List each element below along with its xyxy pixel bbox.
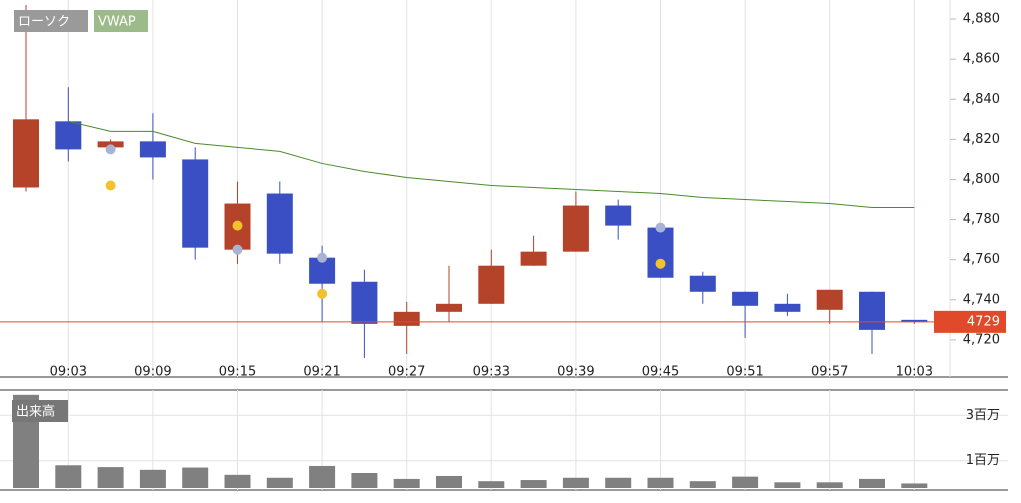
marker-dot xyxy=(105,144,116,155)
y-tick-label: 4,820 xyxy=(963,132,1000,147)
volume-bar xyxy=(689,481,716,488)
y-tick-label: 4,720 xyxy=(963,332,1000,347)
x-tick-label: 09:57 xyxy=(811,365,848,380)
volume-bar xyxy=(182,467,209,488)
candle-body xyxy=(774,303,801,312)
x-tick-label: 09:15 xyxy=(219,365,256,380)
marker-dot xyxy=(317,252,328,263)
volume-bar xyxy=(97,467,124,488)
volume-bar xyxy=(859,478,885,488)
x-tick-label: 09:21 xyxy=(303,365,340,380)
marker-dot xyxy=(232,244,243,255)
panel-title: 出来高 xyxy=(16,404,55,420)
candle-body xyxy=(689,275,716,292)
x-tick-label: 09:51 xyxy=(726,365,763,380)
volume-bar xyxy=(478,481,505,488)
candle-body xyxy=(182,159,209,248)
volume-bar xyxy=(139,469,166,488)
marker-dot xyxy=(105,180,116,191)
candle-body xyxy=(605,205,632,226)
volume-bar xyxy=(605,477,632,488)
candle-body xyxy=(139,141,166,158)
legend-chip xyxy=(94,10,148,32)
candle-body xyxy=(647,227,674,278)
candle-body xyxy=(732,291,759,306)
y-tick-label: 4,760 xyxy=(963,252,1000,267)
candle-body xyxy=(351,281,378,324)
volume-bar xyxy=(224,474,251,488)
last-price-box xyxy=(934,310,1006,333)
volume-bar xyxy=(562,477,589,488)
vwap-line xyxy=(68,120,915,209)
candle-body xyxy=(562,205,589,252)
y-tick-label: 4,740 xyxy=(963,292,1000,307)
x-tick-label: 09:45 xyxy=(642,365,679,380)
x-tick-label: 09:33 xyxy=(473,365,510,380)
candle-body xyxy=(266,193,293,254)
candle-body xyxy=(859,291,885,330)
candle-body xyxy=(478,265,505,304)
volume-bar xyxy=(309,465,336,488)
volume-bar xyxy=(520,480,547,488)
x-tick-label: 09:03 xyxy=(50,365,87,380)
marker-dot xyxy=(232,220,243,231)
x-tick-label: 09:27 xyxy=(388,365,425,380)
volume-bar xyxy=(647,477,674,488)
legend-chip xyxy=(14,10,88,32)
y-tick-label: 1百万 xyxy=(966,453,1000,468)
candle-body xyxy=(901,319,928,322)
candle-body xyxy=(393,311,420,326)
panel-title-chip xyxy=(12,400,68,422)
candle-body xyxy=(436,303,462,312)
y-tick-label: 4,860 xyxy=(963,52,1000,67)
volume-bar xyxy=(816,482,843,488)
candle-body xyxy=(97,141,124,148)
legend-label: ローソク xyxy=(18,15,70,30)
volume-bar xyxy=(732,476,759,488)
candle-body xyxy=(816,289,843,310)
y-tick-label: 4,800 xyxy=(963,172,1000,187)
y-tick-label: 4,780 xyxy=(963,212,1000,227)
y-tick-label: 3百万 xyxy=(966,408,1000,423)
volume-bar xyxy=(393,478,420,488)
volume-bar xyxy=(774,482,801,488)
volume-bar xyxy=(266,477,293,488)
marker-dot xyxy=(655,222,666,233)
volume-bar xyxy=(55,465,82,488)
last-price-label: 4729 xyxy=(967,314,1000,329)
legend-label: VWAP xyxy=(98,15,136,30)
marker-dot xyxy=(655,258,666,269)
candle-body xyxy=(55,121,82,150)
x-tick-label: 09:39 xyxy=(557,365,594,380)
candle-body xyxy=(13,119,39,188)
x-tick-label: 09:09 xyxy=(134,365,171,380)
volume-bar xyxy=(901,483,928,488)
y-tick-label: 4,840 xyxy=(963,92,1000,107)
volume-bar xyxy=(436,475,462,488)
marks xyxy=(0,5,1006,488)
candle-body xyxy=(520,251,547,266)
x-tick-label: 10:03 xyxy=(896,365,933,380)
marker-dot xyxy=(317,288,328,299)
volume-bar xyxy=(351,473,378,488)
y-tick-label: 4,880 xyxy=(963,12,1000,27)
